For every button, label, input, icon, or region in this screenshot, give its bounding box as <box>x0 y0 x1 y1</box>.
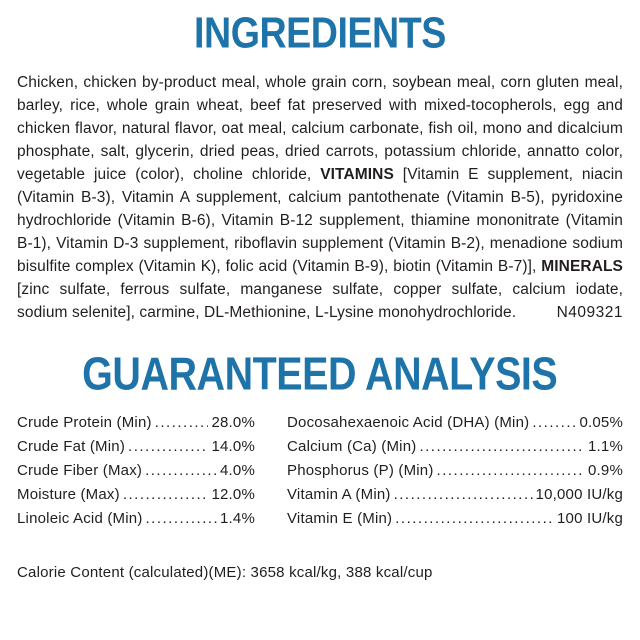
calorie-content: Calorie Content (calculated)(ME): 3658 k… <box>17 564 433 582</box>
analysis-label: Docosahexaenoic Acid (DHA) (Min) <box>287 414 530 432</box>
guaranteed-analysis-table: Crude Protein (Min) 28.0% Crude Fat (Min… <box>17 411 623 531</box>
analysis-value: 1.4% <box>220 510 255 528</box>
analysis-label: Vitamin A (Min) <box>287 486 391 504</box>
analysis-value: 0.05% <box>579 414 623 432</box>
dot-leader <box>123 483 209 507</box>
analysis-value: 0.9% <box>588 462 623 480</box>
ingredients-paragraph: Chicken, chicken by-product meal, whole … <box>17 71 623 324</box>
analysis-label: Crude Fat (Min) <box>17 438 126 456</box>
analysis-label: Linoleic Acid (Min) <box>17 510 143 528</box>
analysis-label: Crude Fiber (Max) <box>17 462 143 480</box>
analysis-label: Vitamin E (Min) <box>287 510 393 528</box>
dot-leader <box>155 411 209 435</box>
analysis-label: Phosphorus (P) (Min) <box>287 462 434 480</box>
table-row: Moisture (Max) 12.0% <box>17 483 255 507</box>
table-row: Crude Protein (Min) 28.0% <box>17 411 255 435</box>
analysis-value: 4.0% <box>220 462 255 480</box>
ingredients-title: INGREDIENTS <box>0 0 640 58</box>
guaranteed-analysis-title-text: GUARANTEED ANALYSIS <box>82 347 558 400</box>
analysis-value: 10,000 IU/kg <box>535 486 623 504</box>
table-row: Vitamin E (Min) 100 IU/kg <box>287 507 623 531</box>
table-row: Calcium (Ca) (Min) 1.1% <box>287 435 623 459</box>
analysis-value: 14.0% <box>211 438 255 456</box>
analysis-value: 12.0% <box>211 486 255 504</box>
ingredients-body: Chicken, chicken by-product meal, whole … <box>17 74 623 321</box>
dot-leader <box>437 459 585 483</box>
product-code: N409321 <box>556 304 623 321</box>
table-row: Vitamin A (Min) 10,000 IU/kg <box>287 483 623 507</box>
dot-leader <box>394 483 533 507</box>
analysis-column-left: Crude Protein (Min) 28.0% Crude Fat (Min… <box>17 411 255 531</box>
dot-leader <box>532 411 576 435</box>
table-row: Linoleic Acid (Min) 1.4% <box>17 507 255 531</box>
analysis-label: Moisture (Max) <box>17 486 120 504</box>
analysis-label: Calcium (Ca) (Min) <box>287 438 417 456</box>
analysis-label: Crude Protein (Min) <box>17 414 152 432</box>
dot-leader <box>128 435 208 459</box>
analysis-value: 28.0% <box>211 414 255 432</box>
table-row: Phosphorus (P) (Min) 0.9% <box>287 459 623 483</box>
analysis-value: 100 IU/kg <box>556 510 623 528</box>
table-row: Crude Fiber (Max) 4.0% <box>17 459 255 483</box>
dot-leader <box>395 507 554 531</box>
dot-leader <box>145 459 217 483</box>
table-row: Docosahexaenoic Acid (DHA) (Min) 0.05% <box>287 411 623 435</box>
dot-leader <box>146 507 217 531</box>
guaranteed-analysis-title: GUARANTEED ANALYSIS <box>0 347 640 400</box>
analysis-value: 1.1% <box>588 438 623 456</box>
table-row: Crude Fat (Min) 14.0% <box>17 435 255 459</box>
ingredients-title-text: INGREDIENTS <box>194 8 446 58</box>
dot-leader <box>419 435 585 459</box>
analysis-column-right: Docosahexaenoic Acid (DHA) (Min) 0.05% C… <box>287 411 623 531</box>
